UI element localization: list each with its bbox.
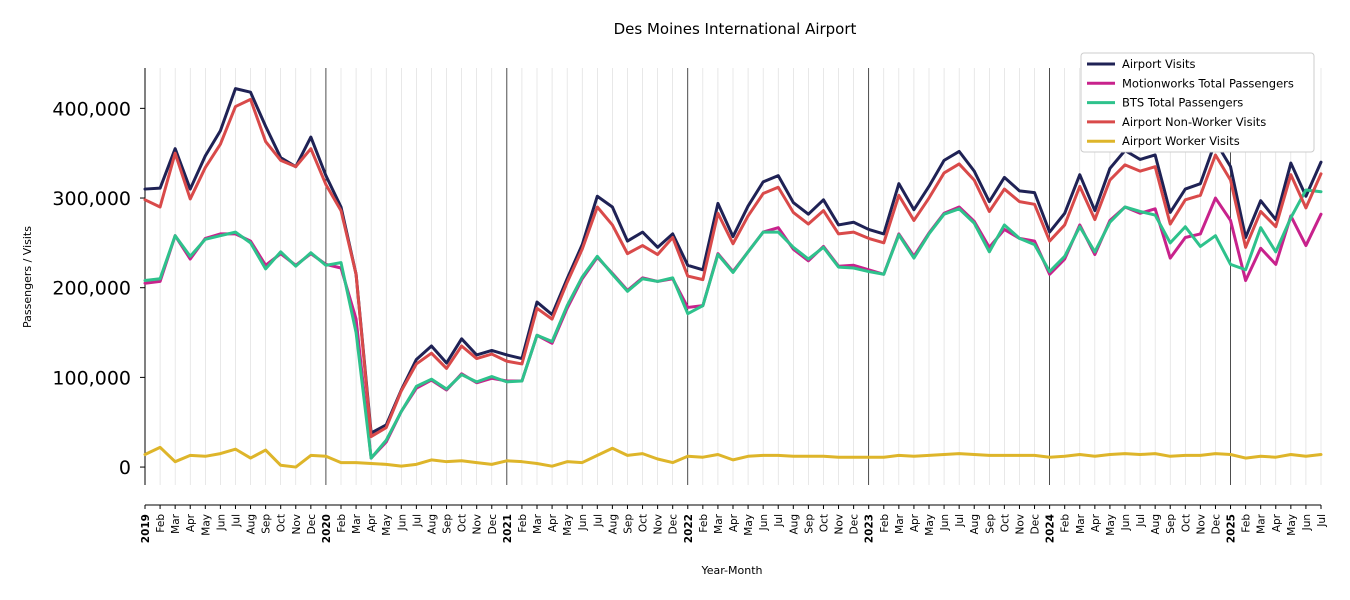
x-tick-label-month: Jun (1120, 514, 1132, 531)
legend-label: Motionworks Total Passengers (1122, 76, 1294, 90)
x-tick-label-year: 2020 (321, 514, 333, 543)
x-tick-label-month: Apr (1271, 513, 1283, 532)
x-tick-label-month: Oct (1180, 514, 1192, 532)
x-tick-label-month: Oct (638, 514, 650, 532)
x-tick-label-month: Apr (909, 513, 921, 532)
x-tick-label-month: Mar (170, 513, 182, 533)
x-tick-label-month: Aug (1150, 514, 1162, 535)
y-tick-label: 200,000 (52, 278, 131, 300)
x-tick-label-year: 2024 (1045, 514, 1057, 543)
x-tick-label-month: Dec (1210, 514, 1222, 535)
y-tick-label: 0 (119, 457, 131, 479)
x-tick-label-month: Aug (246, 514, 258, 535)
x-tick-label-month: Aug (426, 514, 438, 535)
legend-label: BTS Total Passengers (1122, 96, 1243, 110)
x-tick-label-month: Mar (532, 513, 544, 533)
y-axis-label: Passengers / Visits (21, 226, 34, 328)
series-line-airport-non-worker-visits (143, 97, 1323, 439)
x-tick-label-month: Jun (577, 514, 589, 531)
x-tick-label-month: Feb (698, 514, 710, 533)
x-tick-label-month: Jun (1301, 514, 1313, 531)
x-tick-label-month: Apr (185, 513, 197, 532)
x-tick-label-month: Nov (653, 514, 665, 535)
x-tick-label-month: Sep (261, 514, 273, 534)
x-tick-label-month: Mar (351, 513, 363, 533)
x-tick-label-month: Sep (622, 514, 634, 534)
legend-label: Airport Visits (1122, 57, 1196, 71)
chart-title: Des Moines International Airport (614, 20, 857, 38)
x-tick-label-month: Apr (1090, 513, 1102, 532)
x-tick-label-month: May (200, 514, 212, 536)
x-tick-label-month: Dec (849, 514, 861, 535)
x-tick-label-month: Jul (592, 514, 604, 528)
x-tick-label-month: Apr (547, 513, 559, 532)
series-line-airport-worker-visits (143, 445, 1323, 469)
x-tick-label-month: Feb (1060, 514, 1072, 533)
x-tick-label-year: 2021 (502, 514, 514, 543)
x-tick-label-month: Oct (276, 514, 288, 532)
x-axis-label: Year-Month (700, 564, 762, 577)
legend-label: Airport Non-Worker Visits (1122, 115, 1266, 129)
x-tick-label-month: Jul (954, 514, 966, 528)
x-tick-label-month: Mar (713, 513, 725, 533)
y-tick-label: 300,000 (52, 188, 131, 210)
x-tick-label-month: Aug (788, 514, 800, 535)
x-tick-label-month: May (924, 514, 936, 536)
x-tick-label-month: Jul (773, 514, 785, 528)
x-tick-label-month: Jul (1316, 514, 1328, 528)
series-line-bts-total-passengers (143, 188, 1323, 460)
x-tick-label-month: Mar (894, 513, 906, 533)
x-tick-label-month: Dec (668, 514, 680, 535)
legend: Airport Visits Motionworks Total Passenge… (1080, 52, 1315, 153)
x-tick-label-month: Nov (834, 514, 846, 535)
x-tick-label-month: Oct (457, 514, 469, 532)
x-tick-label-month: May (1105, 514, 1117, 536)
x-tick-label-month: Feb (879, 514, 891, 533)
x-tick-label-month: Feb (517, 514, 529, 533)
x-tick-label-month: Jun (758, 514, 770, 531)
x-tick-label-month: Oct (818, 514, 830, 532)
x-tick-label-month: Nov (1195, 514, 1207, 535)
x-tick-label-month: Feb (1241, 514, 1253, 533)
x-tick-label-month: Apr (366, 513, 378, 532)
x-tick-label-year: 2022 (683, 514, 695, 543)
x-tick-label-month: Jul (230, 514, 242, 528)
x-tick-label-month: May (1286, 514, 1298, 536)
x-tick-label-month: Apr (728, 513, 740, 532)
x-tick-label-month: Sep (1165, 514, 1177, 534)
x-tick-label-month: May (562, 514, 574, 536)
legend-box (1080, 52, 1315, 153)
x-tick-label-month: Jun (939, 514, 951, 531)
x-tick-label-month: Jul (411, 514, 423, 528)
x-tick-label-month: Nov (291, 514, 303, 535)
x-tick-label-month: Nov (472, 514, 484, 535)
x-tick-label-month: May (381, 514, 393, 536)
x-tick-label-month: May (743, 514, 755, 536)
x-tick-label-year: 2023 (864, 514, 876, 543)
x-tick-label-month: Nov (1014, 514, 1026, 535)
x-tick-label-month: Jun (396, 514, 408, 531)
x-tick-label-month: Dec (487, 514, 499, 535)
y-tick-label: 100,000 (52, 367, 131, 389)
x-tick-label-month: Dec (1030, 514, 1042, 535)
x-tick-label-month: Jul (1135, 514, 1147, 528)
x-tick-label-month: Feb (336, 514, 348, 533)
x-tick-label-month: Sep (442, 514, 454, 534)
x-tick-label-month: Sep (803, 514, 815, 534)
x-tick-label-month: Aug (969, 514, 981, 535)
x-tick-label-month: Feb (155, 514, 167, 533)
x-tick-label-month: Jun (215, 514, 227, 531)
x-tick-label-month: Sep (984, 514, 996, 534)
x-tick-label-month: Mar (1256, 513, 1268, 533)
x-tick-label-month: Aug (607, 514, 619, 535)
legend-label: Airport Worker Visits (1122, 134, 1240, 148)
x-tick-label-month: Oct (999, 514, 1011, 532)
x-tick-label-month: Dec (306, 514, 318, 535)
x-tick-label-month: Mar (1075, 513, 1087, 533)
x-tick-label-year: 2025 (1226, 514, 1238, 543)
x-tick-label-year: 2019 (140, 514, 152, 543)
y-tick-label: 400,000 (52, 98, 131, 120)
